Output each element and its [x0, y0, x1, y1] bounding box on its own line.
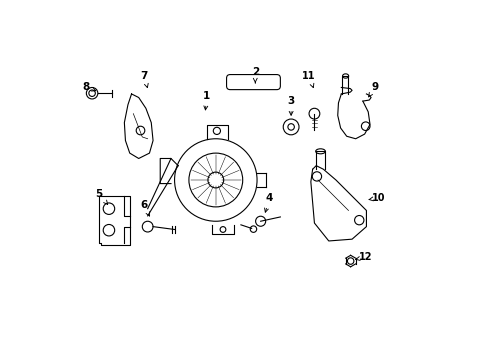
Text: 7: 7 [140, 71, 148, 87]
Text: 8: 8 [82, 82, 96, 92]
Text: 6: 6 [140, 200, 149, 216]
Text: 4: 4 [264, 193, 273, 212]
Text: 9: 9 [368, 82, 378, 97]
Text: 10: 10 [368, 193, 385, 203]
Text: 5: 5 [96, 189, 107, 204]
Text: 1: 1 [203, 91, 210, 110]
Text: 2: 2 [251, 67, 258, 83]
Text: 12: 12 [355, 252, 372, 262]
Text: 3: 3 [287, 96, 294, 115]
Text: 11: 11 [302, 71, 315, 87]
